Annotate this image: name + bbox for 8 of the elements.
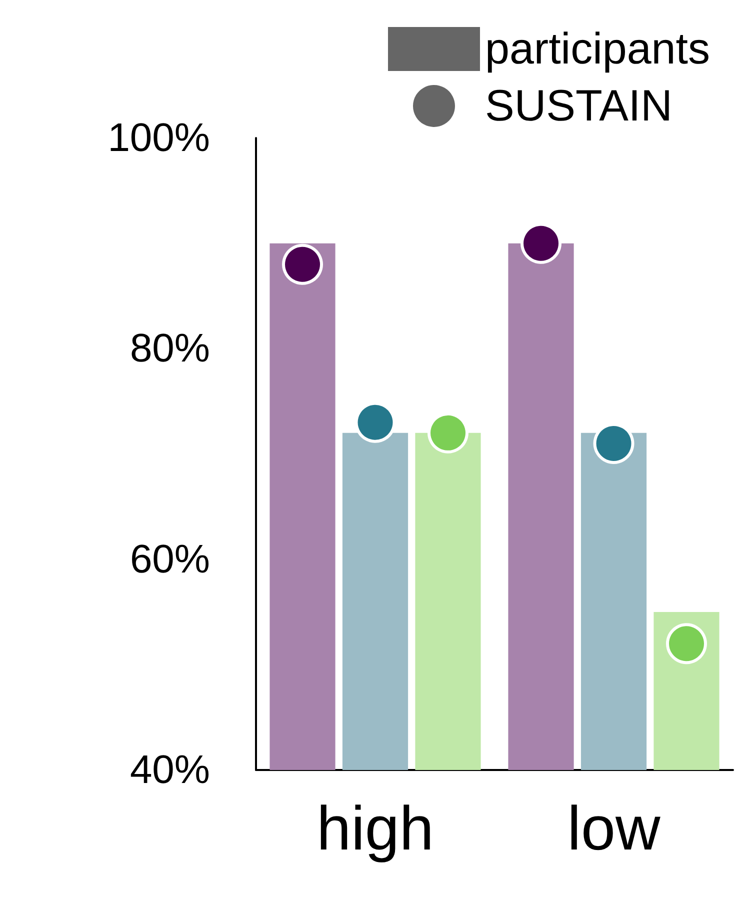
x-tick-label: low	[567, 794, 660, 864]
x-tick-label: high	[316, 794, 434, 864]
y-tick-label: 60%	[130, 537, 210, 582]
y-tick-label: 100%	[108, 116, 210, 160]
legend-label: participants	[484, 24, 710, 74]
y-tick-label: 80%	[130, 326, 210, 371]
legend-label: SUSTAIN	[484, 82, 672, 130]
y-tick-label: 40%	[130, 748, 210, 792]
